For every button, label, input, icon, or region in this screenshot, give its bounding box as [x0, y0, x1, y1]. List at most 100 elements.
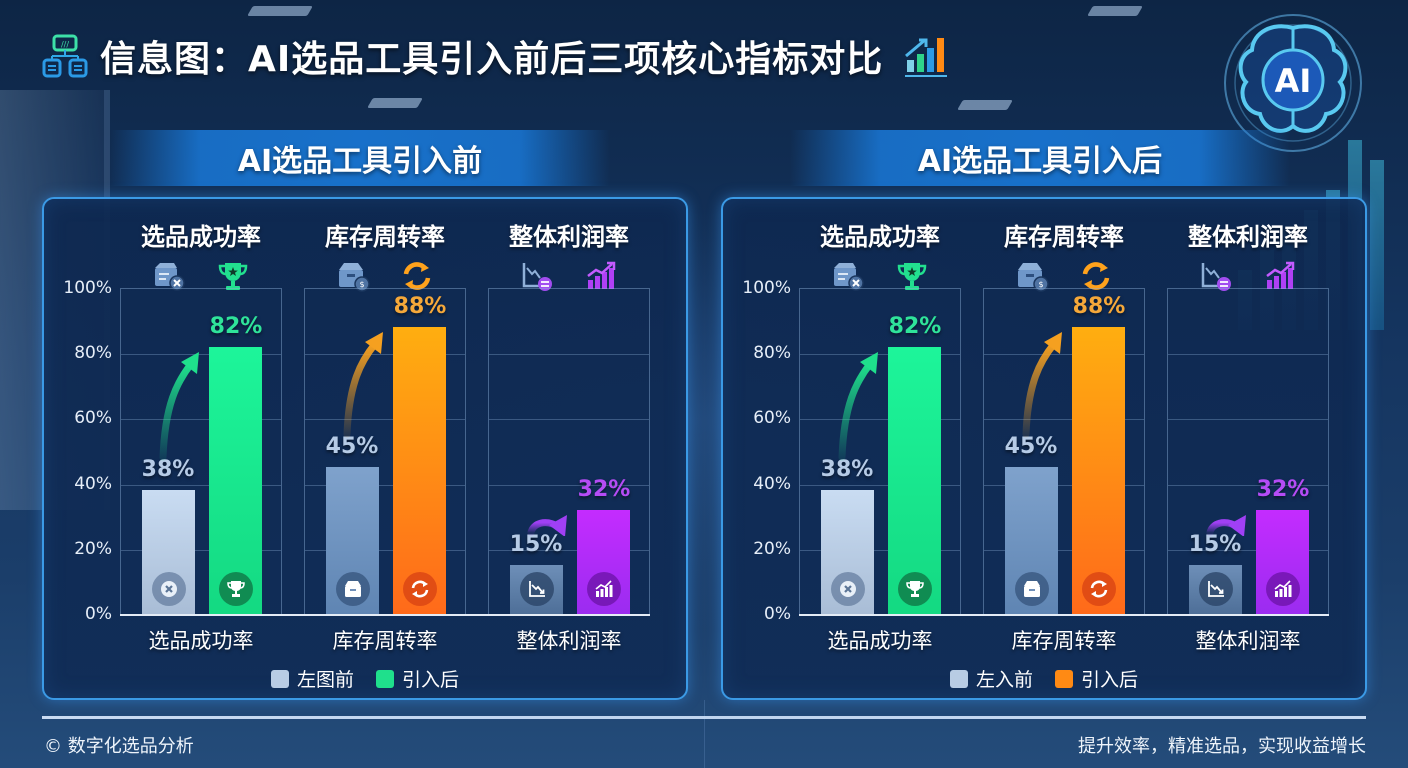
- chart-legend: 左入前 引入后: [723, 665, 1365, 692]
- footer-copyright: © 数字化选品分析: [44, 736, 194, 757]
- gridline: [1168, 484, 1328, 486]
- value-label-after: 88%: [1072, 294, 1126, 320]
- floor-line: [704, 700, 705, 768]
- y-axis-tick: 100%: [63, 278, 112, 298]
- x-axis-baseline: [120, 614, 650, 616]
- bar-after[interactable]: [1072, 327, 1125, 614]
- svg-text:///: ///: [61, 40, 69, 49]
- bar-group: 38% 82%: [799, 288, 961, 614]
- box-x-icon: [830, 572, 865, 606]
- gridline: [305, 419, 465, 421]
- svg-text:$: $: [1038, 280, 1043, 289]
- section-banner-before: AI选品工具引入前: [110, 130, 610, 186]
- refresh-icon: [402, 572, 437, 606]
- header: /// 信息图：AI选品工具引入前后三项核心指标对比: [38, 26, 949, 86]
- gridline: [984, 484, 1144, 486]
- gridline: [984, 419, 1144, 421]
- metric-header: 整体利润率: [488, 217, 650, 292]
- x-axis-label: 整体利润率: [516, 629, 622, 653]
- gridline: [800, 354, 960, 356]
- bar-before[interactable]: [142, 490, 195, 614]
- bar-after[interactable]: [888, 346, 941, 614]
- trend-up-bars-icon: [1265, 572, 1300, 606]
- bar-group: 38% 82%: [120, 288, 282, 614]
- bar-before[interactable]: [1005, 467, 1058, 614]
- legend-item[interactable]: 引入后: [376, 665, 459, 692]
- value-label-after: 82%: [888, 313, 942, 339]
- chart-panel-before: 选品成功率 库存周转率 $ 整体利润率 100% 80% 60% 40% 20% 0% 3…: [42, 197, 688, 700]
- refresh-icon: [1079, 260, 1113, 292]
- ceiling-light: [1087, 6, 1143, 16]
- gridline: [489, 354, 649, 356]
- ceiling-light: [957, 100, 1013, 110]
- page-title: 信息图：AI选品工具引入前后三项核心指标对比: [100, 39, 884, 80]
- chart-panel-after: 选品成功率 库存周转率 $ 整体利润率 100% 80% 60% 40% 20% 0% 3…: [721, 197, 1367, 700]
- ceiling-light: [247, 6, 313, 16]
- increase-arrow-icon: [1022, 332, 1062, 438]
- x-axis-label: 选品成功率: [148, 629, 254, 653]
- y-axis-tick: 100%: [742, 278, 791, 298]
- bar-before[interactable]: [1189, 565, 1242, 614]
- legend-item[interactable]: 左入前: [949, 665, 1033, 692]
- trend-down-icon: [1198, 572, 1233, 606]
- metric-title: 选品成功率: [820, 223, 940, 251]
- y-axis-tick: 40%: [74, 473, 112, 494]
- metric-header: 选品成功率: [799, 217, 961, 292]
- gridline: [1168, 419, 1328, 421]
- value-label-before: 45%: [325, 434, 379, 460]
- y-axis-tick: 0%: [85, 604, 112, 624]
- increase-arrow-icon: [1206, 514, 1246, 537]
- bar-after[interactable]: [393, 327, 446, 614]
- bar-after[interactable]: [577, 509, 630, 614]
- bar-group: 15% 32%: [1167, 288, 1329, 614]
- metric-title: 整体利润率: [509, 223, 629, 251]
- svg-text:AI: AI: [1275, 62, 1312, 100]
- gridline: [489, 419, 649, 421]
- x-axis-label: 整体利润率: [1195, 629, 1301, 653]
- legend-label: 左入前: [975, 669, 1033, 691]
- legend-item[interactable]: 左图前: [270, 665, 354, 692]
- gridline: [800, 549, 960, 551]
- svg-text:$: $: [359, 280, 364, 289]
- legend-swatch: [270, 669, 289, 688]
- y-axis-tick: 0%: [764, 604, 791, 624]
- y-axis-tick: 20%: [753, 538, 791, 559]
- legend-swatch: [1055, 669, 1073, 688]
- bar-before[interactable]: [510, 565, 563, 614]
- trophy-icon: [216, 260, 250, 292]
- value-label-after: 88%: [393, 294, 447, 320]
- box-x-icon: [151, 572, 186, 606]
- package-icon: $: [336, 260, 370, 292]
- x-axis-label: 选品成功率: [827, 629, 933, 653]
- legend-item[interactable]: 引入后: [1055, 665, 1138, 692]
- growth-bar-chart-icon: [905, 38, 948, 77]
- bar-group: 45% 88%: [304, 288, 466, 614]
- trend-down-icon: [519, 572, 554, 606]
- gridline: [305, 354, 465, 356]
- bar-before[interactable]: [821, 490, 874, 614]
- gridline: [1168, 549, 1328, 551]
- legend-swatch: [376, 669, 394, 688]
- metric-header: 整体利润率: [1167, 217, 1329, 292]
- gridline: [984, 354, 1144, 356]
- metric-header: 选品成功率: [120, 217, 282, 292]
- ceiling-light: [367, 98, 423, 108]
- bar-group: 45% 88%: [983, 288, 1145, 614]
- legend-label: 引入后: [1081, 669, 1139, 691]
- trend-down-icon: [1199, 260, 1233, 292]
- gridline: [305, 549, 465, 551]
- trophy-icon: [895, 260, 929, 292]
- value-label-before: 38%: [141, 457, 195, 483]
- gridline: [800, 419, 960, 421]
- gridline: [121, 549, 281, 551]
- section-banner-after: AI选品工具引入后: [790, 130, 1290, 186]
- increase-arrow-icon: [159, 351, 199, 461]
- bar-before[interactable]: [326, 467, 379, 614]
- value-label-before: 15%: [509, 532, 563, 558]
- value-label-before: 45%: [1004, 434, 1058, 460]
- bar-after[interactable]: [1256, 509, 1309, 614]
- increase-arrow-icon: [343, 332, 383, 438]
- gridline: [489, 549, 649, 551]
- package-icon: $: [1015, 260, 1049, 292]
- bar-after[interactable]: [209, 346, 262, 614]
